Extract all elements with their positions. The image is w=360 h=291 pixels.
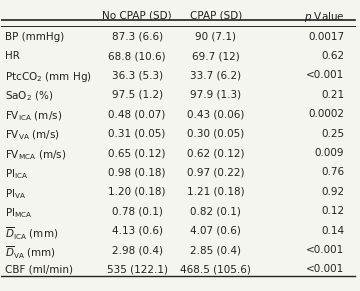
Text: <0.001: <0.001: [306, 245, 344, 255]
Text: 0.48 (0.07): 0.48 (0.07): [108, 109, 166, 119]
Text: 33.7 (6.2): 33.7 (6.2): [190, 70, 241, 80]
Text: $\overline{D}_{\mathrm{VA}}$ (mm): $\overline{D}_{\mathrm{VA}}$ (mm): [5, 245, 56, 261]
Text: 4.13 (0.6): 4.13 (0.6): [112, 226, 163, 236]
Text: No CPAP (SD): No CPAP (SD): [102, 10, 172, 20]
Text: PI$_{\mathrm{MCA}}$: PI$_{\mathrm{MCA}}$: [5, 206, 33, 220]
Text: 36.3 (5.3): 36.3 (5.3): [112, 70, 163, 80]
Text: 0.98 (0.18): 0.98 (0.18): [108, 167, 166, 178]
Text: 0.009: 0.009: [315, 148, 344, 158]
Text: FV$_{\mathrm{VA}}$ (m/s): FV$_{\mathrm{VA}}$ (m/s): [5, 129, 60, 142]
Text: 0.21: 0.21: [321, 90, 344, 100]
Text: 0.30 (0.05): 0.30 (0.05): [187, 129, 244, 139]
Text: 90 (7.1): 90 (7.1): [195, 32, 236, 42]
Text: SaO$_2$ (%): SaO$_2$ (%): [5, 90, 53, 104]
Text: 4.07 (0.6): 4.07 (0.6): [190, 226, 241, 236]
Text: 69.7 (12): 69.7 (12): [192, 51, 240, 61]
Text: 0.76: 0.76: [321, 167, 344, 178]
Text: CPAP (SD): CPAP (SD): [190, 10, 242, 20]
Text: 2.85 (0.4): 2.85 (0.4): [190, 245, 241, 255]
Text: 0.62 (0.12): 0.62 (0.12): [187, 148, 244, 158]
Text: PI$_{\mathrm{ICA}}$: PI$_{\mathrm{ICA}}$: [5, 167, 28, 181]
Text: 0.92: 0.92: [321, 187, 344, 197]
Text: $\overline{D}_{\mathrm{ICA}}$ (mm): $\overline{D}_{\mathrm{ICA}}$ (mm): [5, 226, 58, 242]
Text: FV$_{\mathrm{ICA}}$ (m/s): FV$_{\mathrm{ICA}}$ (m/s): [5, 109, 62, 123]
Text: 1.20 (0.18): 1.20 (0.18): [108, 187, 166, 197]
Text: BP (mmHg): BP (mmHg): [5, 32, 64, 42]
Text: 535 (122.1): 535 (122.1): [107, 265, 168, 274]
Text: 87.3 (6.6): 87.3 (6.6): [112, 32, 163, 42]
Text: HR: HR: [5, 51, 20, 61]
Text: 0.65 (0.12): 0.65 (0.12): [108, 148, 166, 158]
Text: <0.001: <0.001: [306, 70, 344, 80]
Text: 0.14: 0.14: [321, 226, 344, 236]
Text: 2.98 (0.4): 2.98 (0.4): [112, 245, 163, 255]
Text: 0.0017: 0.0017: [308, 32, 344, 42]
Text: 97.5 (1.2): 97.5 (1.2): [112, 90, 163, 100]
Text: $p$ Value: $p$ Value: [303, 10, 344, 24]
Text: PI$_{\mathrm{VA}}$: PI$_{\mathrm{VA}}$: [5, 187, 26, 201]
Text: 97.9 (1.3): 97.9 (1.3): [190, 90, 241, 100]
Text: 468.5 (105.6): 468.5 (105.6): [180, 265, 251, 274]
Text: 0.0002: 0.0002: [308, 109, 344, 119]
Text: CBF (ml/min): CBF (ml/min): [5, 265, 73, 274]
Text: 0.12: 0.12: [321, 206, 344, 216]
Text: 0.78 (0.1): 0.78 (0.1): [112, 206, 163, 216]
Text: 0.97 (0.22): 0.97 (0.22): [187, 167, 244, 178]
Text: PtcCO$_2$ (mm Hg): PtcCO$_2$ (mm Hg): [5, 70, 92, 84]
Text: 0.31 (0.05): 0.31 (0.05): [108, 129, 166, 139]
Text: 1.21 (0.18): 1.21 (0.18): [187, 187, 244, 197]
Text: 0.43 (0.06): 0.43 (0.06): [187, 109, 244, 119]
Text: 0.82 (0.1): 0.82 (0.1): [190, 206, 241, 216]
Text: <0.001: <0.001: [306, 265, 344, 274]
Text: 0.25: 0.25: [321, 129, 344, 139]
Text: 0.62: 0.62: [321, 51, 344, 61]
Text: 68.8 (10.6): 68.8 (10.6): [108, 51, 166, 61]
Text: FV$_{\mathrm{MCA}}$ (m/s): FV$_{\mathrm{MCA}}$ (m/s): [5, 148, 66, 162]
